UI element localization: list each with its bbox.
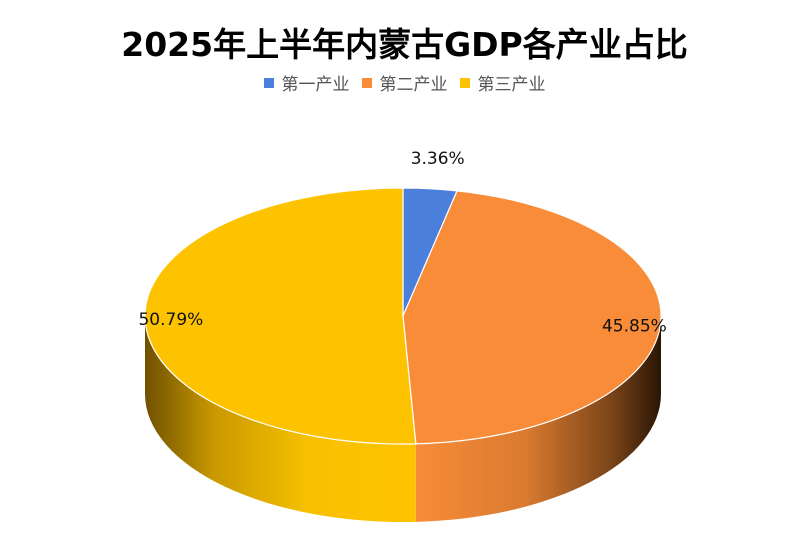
pie-side-walls — [145, 316, 661, 522]
pie-slice-secondary — [402, 190, 662, 445]
data-label-primary: 3.36% — [411, 149, 465, 169]
legend-item-secondary: 第二产业 — [361, 70, 448, 95]
data-label-tertiary: 50.79% — [138, 310, 203, 330]
legend-item-primary: 第一产业 — [263, 70, 350, 95]
legend-label-tertiary: 第三产业 — [477, 75, 546, 95]
legend-swatch-secondary — [361, 77, 372, 88]
pie-side-tertiary — [145, 316, 416, 522]
legend-swatch-tertiary — [459, 77, 470, 88]
legend-label-secondary: 第二产业 — [379, 75, 448, 95]
chart-legend: 第一产业 第二产业 第三产业 — [0, 70, 809, 95]
pie-top-faces — [144, 187, 662, 445]
pie-side-secondary — [415, 316, 661, 522]
legend-swatch-primary — [263, 77, 274, 88]
pie-data-labels: 3.36% 45.85% 50.79% — [138, 149, 666, 336]
pie-slice-tertiary — [144, 187, 417, 445]
data-label-secondary: 45.85% — [602, 316, 667, 336]
legend-item-tertiary: 第三产业 — [459, 70, 546, 95]
legend-label-primary: 第一产业 — [281, 75, 350, 95]
chart-title: 2025年上半年内蒙古GDP各产业占比 — [121, 25, 688, 64]
